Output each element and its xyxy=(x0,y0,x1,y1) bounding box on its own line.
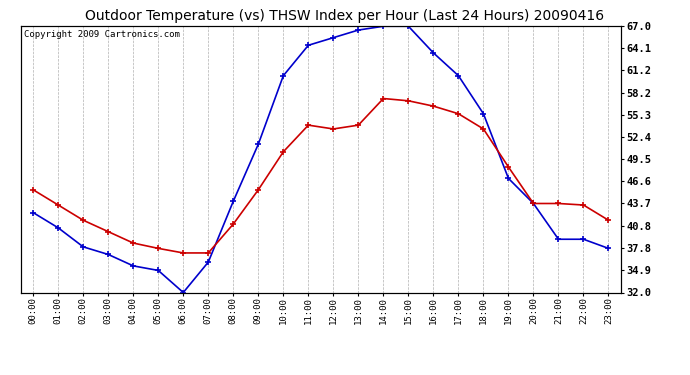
Text: Copyright 2009 Cartronics.com: Copyright 2009 Cartronics.com xyxy=(23,30,179,39)
Text: Outdoor Temperature (vs) THSW Index per Hour (Last 24 Hours) 20090416: Outdoor Temperature (vs) THSW Index per … xyxy=(86,9,604,23)
